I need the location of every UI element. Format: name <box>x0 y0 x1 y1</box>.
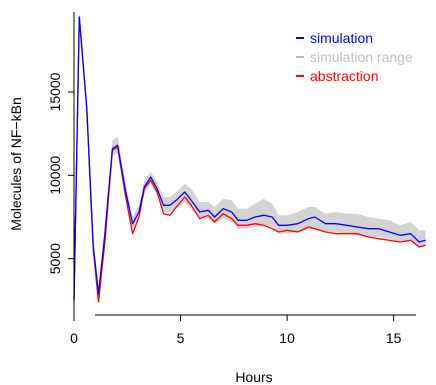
legend-label: abstraction <box>310 68 378 84</box>
legend-label: simulation <box>310 30 373 46</box>
x-tick-label: 10 <box>279 330 295 346</box>
y-tick-label: 10000 <box>47 156 63 195</box>
axes <box>73 12 416 316</box>
legend-item: simulation <box>296 30 373 46</box>
range-band-layer <box>74 13 426 301</box>
legend-item: abstraction <box>296 68 378 84</box>
simulation-range-band <box>74 13 426 301</box>
series-line-layer <box>73 16 426 303</box>
y-tick-label: 5000 <box>47 243 63 274</box>
x-tick-label: 0 <box>70 330 78 346</box>
simulation-series-line <box>73 16 426 301</box>
legend-item: simulation range <box>296 49 413 65</box>
x-axis-title: Hours <box>235 369 272 385</box>
x-tick-label: 15 <box>386 330 402 346</box>
y-tick-label: 15000 <box>47 72 63 111</box>
x-tick-label: 5 <box>177 330 185 346</box>
x-ticks: 0 5 10 15 <box>70 315 402 346</box>
y-axis-title: Molecules of NF−kBn <box>8 97 24 230</box>
y-ticks: 5000 10000 15000 <box>47 72 74 274</box>
legend: simulation simulation range abstraction <box>296 30 413 84</box>
legend-label: simulation range <box>310 49 413 65</box>
